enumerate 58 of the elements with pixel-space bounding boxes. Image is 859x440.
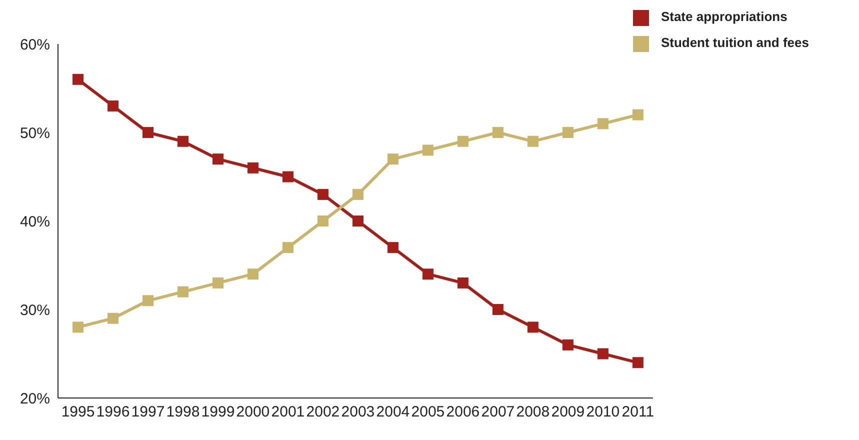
point — [632, 109, 644, 120]
x-tick-label: 2004 — [376, 404, 410, 421]
point — [457, 136, 468, 147]
x-tick-label: 2005 — [411, 404, 445, 421]
x-tick-label: 1997 — [131, 404, 165, 421]
point — [177, 286, 188, 298]
point — [317, 216, 328, 226]
point — [107, 312, 118, 324]
x-tick-label: 1995 — [61, 404, 95, 421]
x-tick-label: 2011 — [622, 404, 654, 421]
point — [492, 304, 504, 315]
point — [317, 188, 328, 200]
point — [282, 171, 294, 182]
point — [387, 154, 398, 165]
point — [212, 154, 224, 165]
point — [352, 188, 364, 200]
y-tick-label: 50% — [20, 124, 50, 142]
point — [527, 322, 538, 333]
x-tick-label: 2010 — [586, 404, 620, 421]
point — [72, 74, 84, 85]
legend-label: State appropriations — [660, 9, 788, 24]
point — [387, 242, 398, 254]
y-tick-label: 40% — [20, 213, 50, 230]
point — [492, 127, 504, 138]
x-tick-label: 2009 — [551, 404, 585, 421]
legend-label: Student tuition and fees — [660, 35, 809, 50]
point — [562, 127, 574, 138]
point — [107, 100, 118, 112]
point — [282, 242, 294, 254]
x-tick-label: 1999 — [201, 404, 235, 421]
point — [72, 322, 84, 333]
point — [247, 162, 258, 174]
y-tick-label: 30% — [20, 302, 50, 319]
x-tick-label: 1996 — [96, 404, 130, 421]
x-tick-label: 2000 — [236, 404, 270, 421]
point — [597, 118, 608, 130]
x-tick-label: 2001 — [271, 404, 305, 421]
x-tick-label: 2007 — [481, 404, 515, 421]
point — [597, 348, 608, 360]
point — [632, 357, 644, 368]
x-tick-label: 1998 — [166, 404, 200, 421]
x-tick-label: 2002 — [306, 404, 340, 421]
point — [457, 277, 468, 288]
point — [422, 268, 434, 280]
point — [142, 127, 154, 138]
x-tick-label: 2006 — [446, 404, 480, 421]
y-tick-label: 20% — [20, 390, 50, 408]
point — [177, 136, 188, 147]
x-tick-label: 2003 — [341, 404, 375, 421]
point — [422, 144, 434, 156]
point — [562, 339, 574, 350]
y-tick-label: 60% — [20, 36, 50, 54]
point — [142, 295, 154, 306]
point — [527, 136, 538, 147]
point — [247, 268, 258, 280]
x-tick-label: 2008 — [516, 404, 550, 421]
point — [212, 277, 224, 288]
point — [352, 216, 364, 226]
